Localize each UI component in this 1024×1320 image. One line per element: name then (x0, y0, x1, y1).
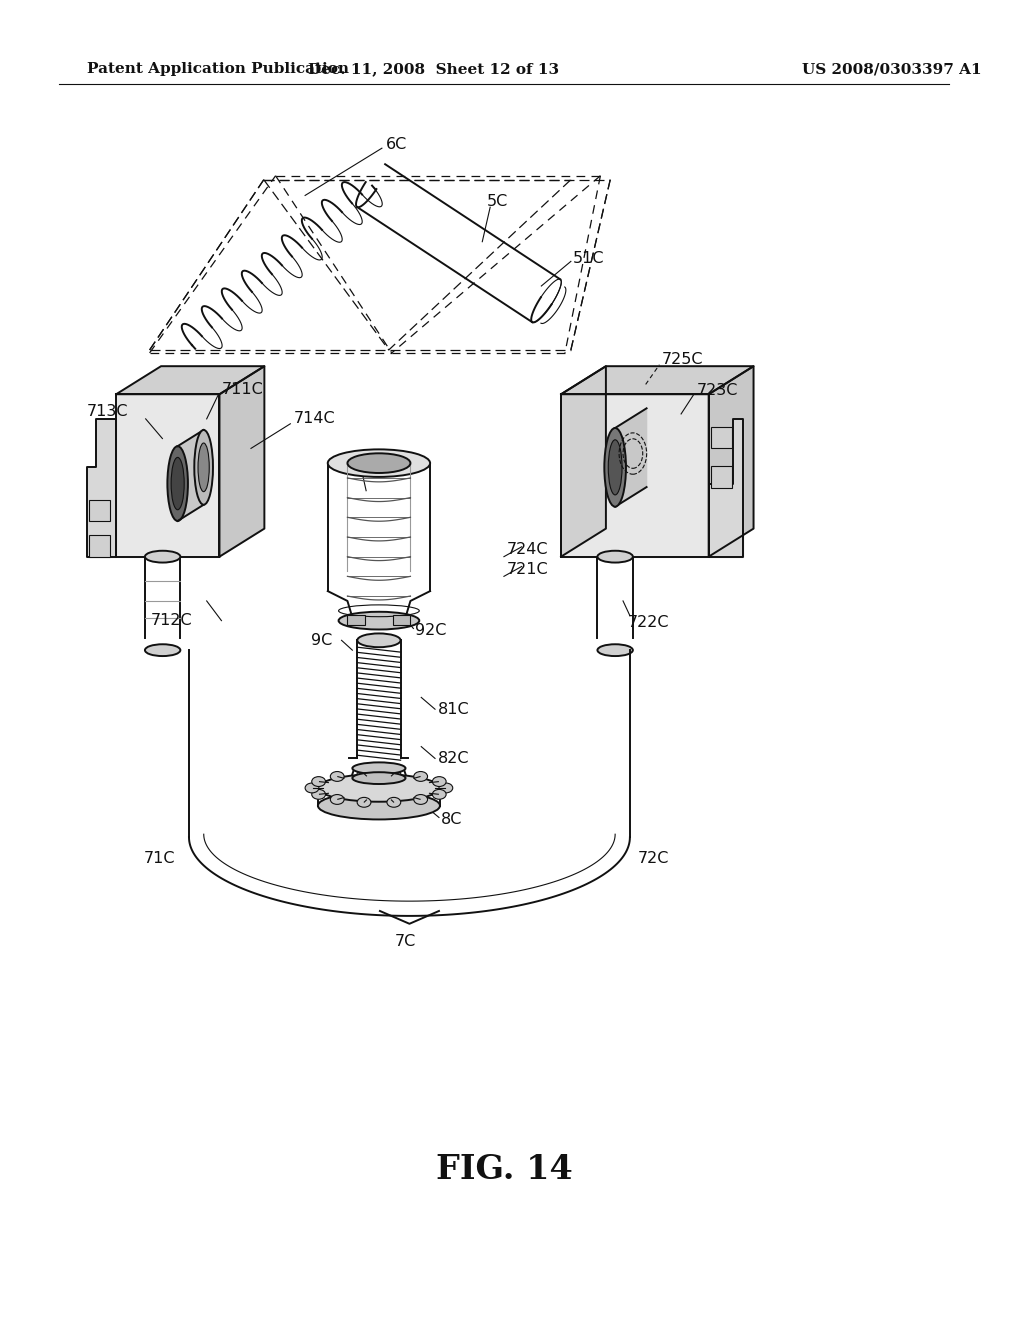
Text: 81C: 81C (438, 702, 470, 717)
Text: FIG. 14: FIG. 14 (435, 1154, 572, 1187)
Polygon shape (177, 430, 204, 521)
Ellipse shape (167, 446, 188, 521)
Text: 5C: 5C (487, 194, 509, 209)
Ellipse shape (387, 768, 400, 779)
Text: 72C: 72C (638, 851, 669, 866)
Ellipse shape (311, 776, 326, 787)
Text: US 2008/0303397 A1: US 2008/0303397 A1 (802, 62, 982, 77)
Text: 723C: 723C (697, 383, 738, 397)
Ellipse shape (387, 797, 400, 808)
Polygon shape (709, 418, 743, 557)
Ellipse shape (331, 771, 344, 781)
Ellipse shape (171, 458, 184, 510)
Polygon shape (561, 366, 606, 557)
Ellipse shape (317, 792, 440, 820)
Ellipse shape (317, 774, 440, 801)
Text: 725C: 725C (662, 352, 702, 367)
Ellipse shape (597, 550, 633, 562)
Ellipse shape (195, 430, 213, 504)
Text: 7C: 7C (395, 935, 416, 949)
Text: 51C: 51C (572, 251, 604, 265)
Bar (711, 466, 732, 488)
Polygon shape (116, 366, 264, 395)
Text: 8C: 8C (441, 812, 462, 826)
Ellipse shape (145, 644, 180, 656)
Ellipse shape (331, 795, 344, 804)
Polygon shape (709, 366, 754, 557)
Text: 82C: 82C (438, 751, 469, 766)
Ellipse shape (357, 634, 400, 647)
Bar (89, 535, 111, 557)
Text: 712C: 712C (151, 612, 191, 628)
Ellipse shape (347, 453, 411, 473)
Ellipse shape (414, 795, 428, 804)
Ellipse shape (432, 789, 446, 800)
Text: 722C: 722C (628, 615, 670, 630)
Text: 71C: 71C (143, 851, 175, 866)
Text: 711C: 711C (221, 381, 263, 397)
Ellipse shape (352, 772, 406, 784)
Bar (347, 615, 366, 624)
Ellipse shape (357, 768, 371, 779)
Ellipse shape (352, 763, 406, 774)
Bar (393, 615, 411, 624)
Text: 713C: 713C (86, 404, 128, 420)
Polygon shape (561, 366, 754, 395)
Ellipse shape (339, 611, 419, 630)
Text: 92C: 92C (416, 623, 446, 638)
Polygon shape (219, 366, 264, 557)
Polygon shape (561, 395, 709, 557)
Ellipse shape (432, 776, 446, 787)
Polygon shape (116, 395, 219, 557)
Polygon shape (87, 418, 116, 557)
Text: Patent Application Publication: Patent Application Publication (87, 62, 348, 77)
Text: 6C: 6C (386, 137, 408, 152)
Text: 724C: 724C (507, 543, 549, 557)
Ellipse shape (604, 428, 626, 507)
Text: 9C: 9C (311, 632, 333, 648)
Text: 714C: 714C (293, 412, 335, 426)
Ellipse shape (414, 771, 428, 781)
Text: 721C: 721C (507, 562, 549, 577)
Ellipse shape (597, 644, 633, 656)
Bar (711, 426, 732, 449)
Text: Dec. 11, 2008  Sheet 12 of 13: Dec. 11, 2008 Sheet 12 of 13 (307, 62, 559, 77)
Ellipse shape (357, 797, 371, 808)
Polygon shape (615, 408, 646, 507)
Ellipse shape (311, 789, 326, 800)
Ellipse shape (439, 783, 453, 793)
Ellipse shape (145, 550, 180, 562)
Bar (89, 500, 111, 521)
Ellipse shape (608, 440, 622, 495)
Ellipse shape (305, 783, 318, 793)
Text: 91C: 91C (337, 458, 368, 474)
Ellipse shape (328, 449, 430, 477)
Ellipse shape (198, 444, 209, 491)
